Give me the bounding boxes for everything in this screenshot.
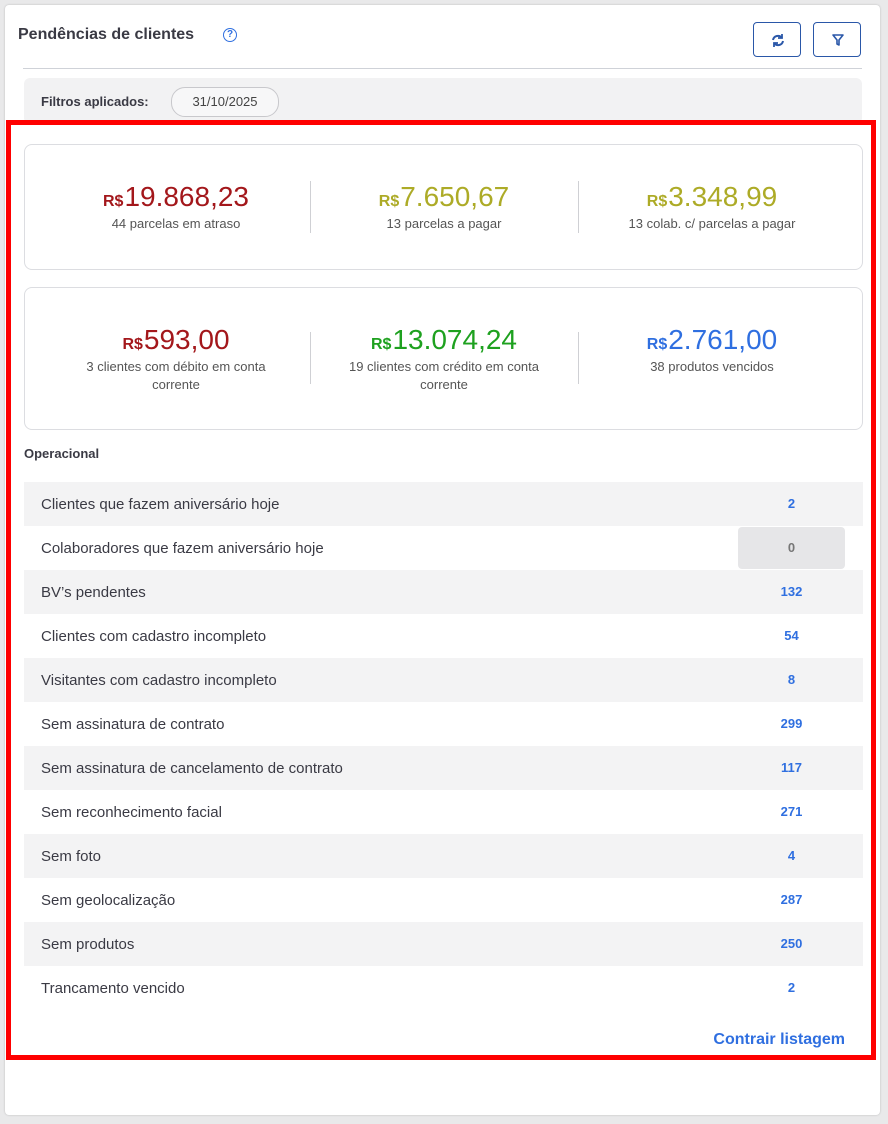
currency: R$	[122, 336, 143, 353]
list-row: Visitantes com cadastro incompleto 8	[24, 658, 863, 702]
summary-item: R$13.074,24 19 clientes com crédito em co…	[310, 324, 578, 394]
column-divider	[578, 332, 579, 384]
list-row: Sem assinatura de cancelamento de contra…	[24, 746, 863, 790]
row-count[interactable]: 250	[780, 936, 803, 951]
row-count[interactable]: 4	[787, 848, 796, 863]
list-row: Trancamento vencido 2	[24, 966, 863, 1010]
list-row: Sem geolocalização 287	[24, 878, 863, 922]
row-count[interactable]: 54	[784, 628, 799, 643]
highlight-box	[6, 120, 876, 1060]
column-divider	[310, 181, 311, 233]
summary-card: R$19.868,23 44 parcelas em atraso R$7.650,…	[24, 144, 863, 270]
summary-item: R$3.348,99 13 colab. c/ parcelas a pagar	[578, 181, 846, 233]
collapse-link[interactable]: Contrair listagem	[713, 1031, 845, 1048]
refresh-button[interactable]	[753, 22, 801, 57]
caption: 44 parcelas em atraso	[111, 216, 241, 231]
row-count[interactable]: 117	[781, 760, 802, 775]
list-row: Sem reconhecimento facial 271	[24, 790, 863, 834]
row-label: Colaboradores que fazem aniversário hoje	[41, 540, 324, 557]
amount-value: 13.074,24	[392, 324, 518, 355]
row-label: Clientes que fazem aniversário hoje	[41, 496, 280, 513]
row-count[interactable]: 2	[787, 980, 796, 995]
row-label: Visitantes com cadastro incompleto	[41, 672, 277, 689]
amount-value: 593,00	[143, 324, 230, 355]
row-count[interactable]: 8	[787, 672, 796, 687]
currency: R$	[378, 193, 400, 210]
refresh-icon	[772, 34, 784, 47]
row-label: Sem geolocalização	[41, 892, 176, 909]
filter-chip[interactable]: 31/10/2025	[171, 87, 279, 117]
help-icon[interactable]: ?	[223, 28, 237, 42]
list-row: Clientes que fazem aniversário hoje 2	[24, 482, 863, 526]
row-label: Sem assinatura de cancelamento de contra…	[41, 760, 343, 777]
row-label: Trancamento vencido	[41, 980, 185, 997]
caption: 38 produtos vencidos	[650, 359, 774, 374]
currency: R$	[646, 193, 668, 210]
amount: R$7.650,67	[310, 181, 578, 213]
column-divider	[310, 332, 311, 384]
amount-value: 7.650,67	[400, 181, 510, 212]
amount: R$19.868,23	[42, 181, 310, 213]
filter-bar: Filtros aplicados: 31/10/2025	[24, 78, 862, 124]
list-row: BV’s pendentes 132	[24, 570, 863, 614]
list-row: Clientes com cadastro incompleto 54	[24, 614, 863, 658]
amount-value: 19.868,23	[124, 181, 250, 212]
caption: 13 parcelas a pagar	[386, 216, 502, 231]
filter-icon	[832, 34, 844, 46]
amount: R$593,00	[42, 324, 310, 356]
list-row: Sem produtos 250	[24, 922, 863, 966]
summary-item: R$19.868,23 44 parcelas em atraso	[42, 181, 310, 233]
column-divider	[578, 181, 579, 233]
caption: 3 clientes com débito em conta corrente	[86, 359, 266, 392]
amount: R$13.074,24	[310, 324, 578, 356]
amount: R$2.761,00	[578, 324, 846, 356]
row-count[interactable]: 271	[780, 804, 803, 819]
currency: R$	[370, 336, 392, 353]
row-count[interactable]: 287	[780, 892, 803, 907]
row-count[interactable]: 2	[787, 496, 796, 511]
panel-title: Pendências de clientes	[18, 26, 195, 43]
filter-label: Filtros aplicados:	[41, 94, 149, 109]
row-label: Sem produtos	[41, 936, 135, 953]
summary-item: R$7.650,67 13 parcelas a pagar	[310, 181, 578, 233]
amount: R$3.348,99	[578, 181, 846, 213]
amount-value: 2.761,00	[668, 324, 778, 355]
row-count[interactable]: 132	[780, 584, 803, 599]
list-row: Sem foto 4	[24, 834, 863, 878]
row-label: Clientes com cadastro incompleto	[41, 628, 267, 645]
amount-value: 3.348,99	[668, 181, 778, 212]
section-title: Operacional	[24, 446, 100, 461]
row-label: Sem foto	[41, 848, 102, 865]
filter-button[interactable]	[813, 22, 861, 57]
list-row: Colaboradores que fazem aniversário hoje…	[24, 526, 863, 570]
row-label: Sem assinatura de contrato	[41, 716, 225, 733]
row-count[interactable]: 299	[780, 716, 803, 731]
currency: R$	[102, 193, 124, 210]
list-row: Sem assinatura de contrato 299	[24, 702, 863, 746]
summary-item: R$593,00 3 clientes com débito em conta c…	[42, 324, 310, 394]
summary-card: R$593,00 3 clientes com débito em conta c…	[24, 287, 863, 430]
row-label: BV’s pendentes	[41, 584, 146, 601]
row-count[interactable]: 0	[738, 527, 845, 569]
row-label: Sem reconhecimento facial	[41, 804, 222, 821]
caption: 19 clientes com crédito em conta corrent…	[348, 359, 540, 392]
currency: R$	[646, 336, 668, 353]
summary-item: R$2.761,00 38 produtos vencidos	[578, 324, 846, 376]
divider	[23, 68, 862, 69]
caption: 13 colab. c/ parcelas a pagar	[628, 216, 796, 231]
